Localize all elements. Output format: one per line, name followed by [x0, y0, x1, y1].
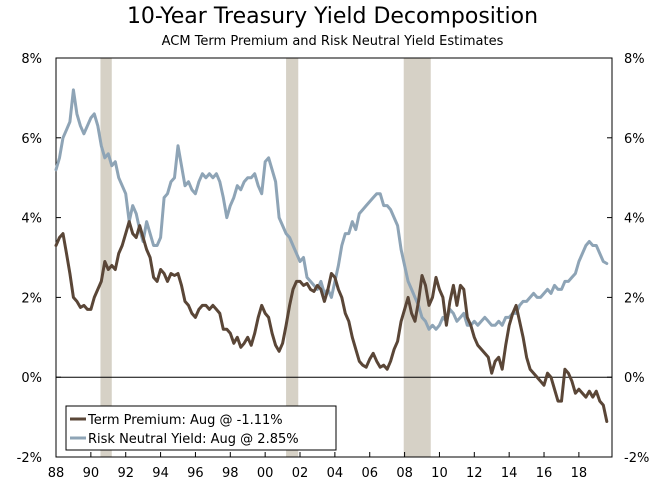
- y-tick-label-right: 6%: [624, 132, 645, 147]
- chart-subtitle: ACM Term Premium and Risk Neutral Yield …: [161, 34, 504, 49]
- y-tick-label-right: 2%: [624, 291, 645, 306]
- series-line-term_premium: [54, 220, 609, 423]
- y-tick-label-right: 8%: [624, 52, 645, 67]
- recession-band: [100, 58, 112, 457]
- x-tick-label: 88: [48, 466, 65, 481]
- y-tick-label-right: 0%: [624, 371, 645, 386]
- legend-label-term_premium: Term Premium: Aug @ -1.11%: [87, 413, 283, 428]
- recession-band: [403, 58, 431, 457]
- x-tick-label: 14: [501, 466, 518, 481]
- x-tick-label: 00: [257, 466, 274, 481]
- x-tick-label: 92: [117, 466, 134, 481]
- x-tick-label: 18: [571, 466, 588, 481]
- series-line-risk_neutral_yield: [54, 88, 609, 331]
- x-tick-label: 96: [187, 466, 204, 481]
- x-tick-label: 06: [361, 466, 378, 481]
- y-tick-label-right: -2%: [624, 451, 649, 466]
- plot-frame: [55, 57, 613, 458]
- legend-label-risk_neutral_yield: Risk Neutral Yield: Aug @ 2.85%: [88, 432, 299, 447]
- x-tick-label: 02: [292, 466, 309, 481]
- y-tick-label-left: -2%: [17, 451, 42, 466]
- y-tick-label-left: 2%: [21, 291, 42, 306]
- y-tick-label-left: 8%: [21, 52, 42, 67]
- x-tick-label: 16: [536, 466, 553, 481]
- recession-band: [286, 58, 299, 457]
- x-tick-label: 90: [83, 466, 100, 481]
- x-tick-label: 08: [396, 466, 413, 481]
- y-tick-label-right: 4%: [624, 212, 645, 227]
- x-tick-label: 94: [152, 466, 169, 481]
- y-tick-label-left: 0%: [21, 371, 42, 386]
- legend-box: [65, 405, 337, 451]
- x-tick-label: 12: [466, 466, 483, 481]
- x-tick-label: 10: [431, 466, 448, 481]
- x-tick-label: 04: [327, 466, 344, 481]
- y-tick-label-left: 4%: [21, 212, 42, 227]
- x-tick-label: 98: [222, 466, 239, 481]
- chart-title: 10-Year Treasury Yield Decomposition: [126, 4, 539, 29]
- y-tick-label-left: 6%: [21, 132, 42, 147]
